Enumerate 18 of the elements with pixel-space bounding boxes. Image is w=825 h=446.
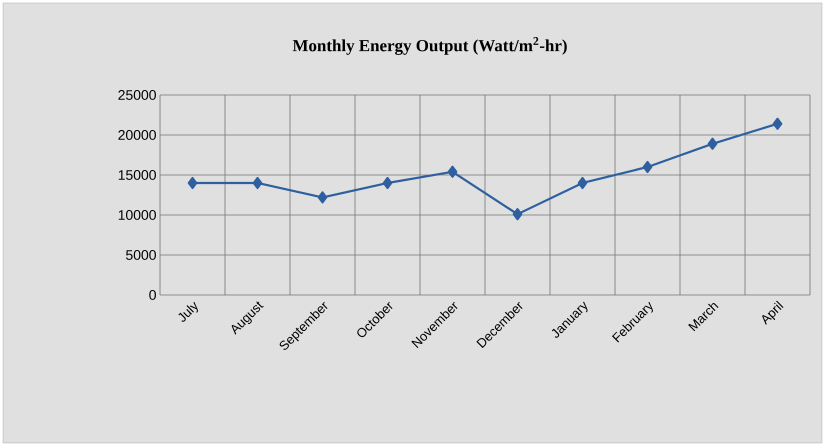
y-tick-label: 10000 — [118, 210, 156, 220]
x-tick-label: July — [178, 302, 198, 322]
y-tick-label: 5000 — [126, 250, 156, 260]
chart-title: Monthly Energy Output (Watt/m$^{2}$-hr) — [292, 37, 567, 55]
point — [642, 160, 652, 174]
point — [188, 176, 198, 190]
point — [318, 191, 328, 204]
point — [448, 166, 458, 178]
point — [252, 176, 262, 190]
y-tick-label: 0 — [149, 290, 156, 300]
y-tick-label: 20000 — [118, 130, 156, 140]
y-tick-label: 25000 — [118, 90, 156, 100]
point — [578, 176, 588, 190]
point — [708, 138, 718, 150]
point — [512, 208, 522, 220]
point — [772, 118, 782, 130]
y-tick-label: 15000 — [118, 170, 156, 180]
point — [382, 176, 392, 190]
